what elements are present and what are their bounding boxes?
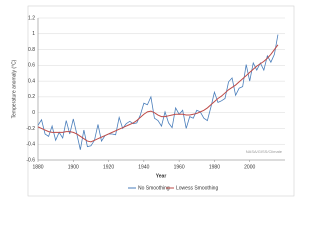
y-tick-label: 0.8: [28, 47, 35, 53]
x-tick-label: 1940: [138, 164, 149, 170]
x-tick-label: 1900: [68, 164, 79, 170]
chart: Temperature anomaly (°C) Year NASA/GISS/…: [11, 5, 295, 197]
y-tick-label: 0: [32, 110, 35, 116]
data-line: [37, 44, 279, 143]
y-tick-label: -0.6: [26, 157, 35, 163]
chart-frame: [27, 5, 295, 197]
x-tick-label: 1920: [103, 164, 114, 170]
y-tick-label: -0.2: [26, 126, 35, 132]
data-line: [37, 34, 279, 150]
y-tick-label: 1: [32, 31, 35, 37]
legend-label: No Smoothing: [138, 185, 170, 191]
y-tick-label: -0.4: [26, 142, 35, 148]
annotation: NASA/GISS/Climate: [246, 149, 283, 154]
y-axis-title: Temperature anomaly (°C): [11, 59, 17, 118]
y-tick-label: 0.6: [28, 63, 35, 69]
y-tick-label: 0.2: [28, 94, 35, 100]
legend-label: Lowess Smoothing: [176, 185, 218, 191]
y-tick-label: 1.2: [28, 15, 35, 21]
x-axis-title: Year: [156, 173, 167, 179]
x-tick-label: 2000: [244, 164, 255, 170]
x-tick-label: 1880: [32, 164, 43, 170]
x-tick-label: 1960: [174, 164, 185, 170]
y-tick-label: 0.4: [28, 78, 35, 84]
x-tick-label: 1980: [209, 164, 220, 170]
